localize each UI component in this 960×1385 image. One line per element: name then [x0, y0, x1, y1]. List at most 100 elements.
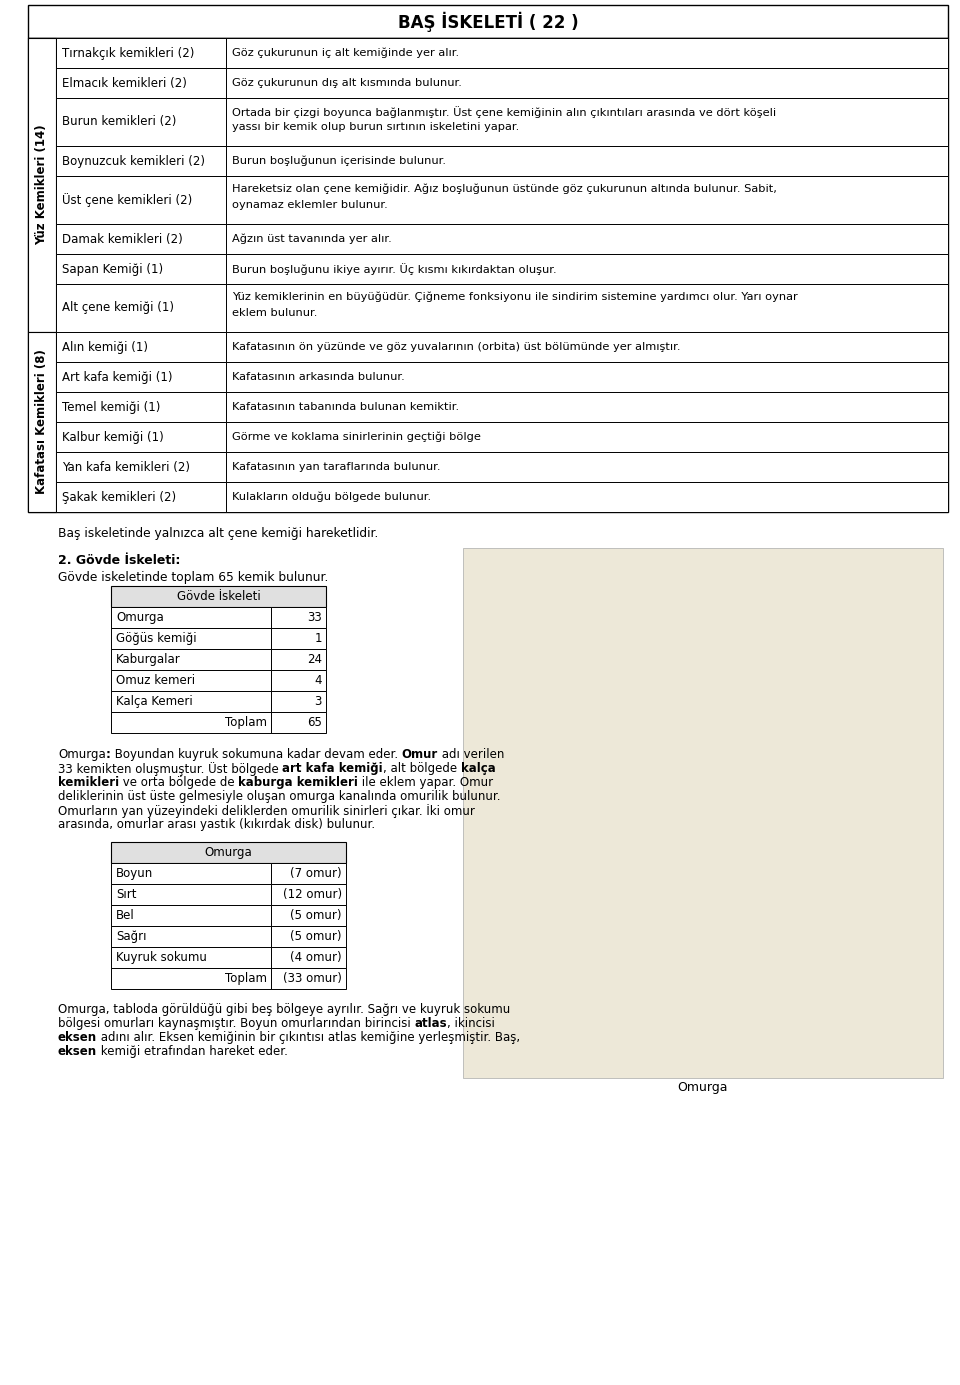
Bar — [271, 947, 346, 968]
Text: Bel: Bel — [116, 909, 134, 922]
Text: Ortada bir çizgi boyunca bağlanmıştır. Üst çene kemiğinin alın çıkıntıları arası: Ortada bir çizgi boyunca bağlanmıştır. Ü… — [232, 107, 776, 118]
Bar — [226, 422, 948, 452]
Text: (7 omur): (7 omur) — [290, 867, 342, 879]
Text: Toplam: Toplam — [225, 972, 267, 985]
Bar — [271, 968, 346, 989]
Bar — [56, 68, 226, 98]
Bar — [56, 224, 226, 253]
Text: BAŞ İSKELETİ ( 22 ): BAŞ İSKELETİ ( 22 ) — [397, 11, 578, 32]
Text: Damak kemikleri (2): Damak kemikleri (2) — [62, 233, 182, 245]
Bar — [56, 361, 226, 392]
Bar — [56, 253, 226, 284]
Text: Hareketsiz olan çene kemiğidir. Ağız boşluğunun üstünde göz çukurunun altında bu: Hareketsiz olan çene kemiğidir. Ağız boş… — [232, 184, 777, 194]
Bar — [56, 332, 226, 361]
Text: Kaburgalar: Kaburgalar — [116, 652, 180, 666]
Text: Göğüs kemiği: Göğüs kemiği — [116, 632, 197, 645]
Bar — [111, 627, 271, 650]
Bar — [271, 607, 326, 627]
Text: Boyun: Boyun — [116, 867, 154, 879]
Bar — [271, 627, 326, 650]
Bar — [56, 176, 226, 224]
Text: , ikincisi: , ikincisi — [447, 1017, 495, 1030]
Bar — [111, 670, 271, 691]
Bar — [271, 863, 346, 884]
Bar — [271, 650, 326, 670]
Text: Üst çene kemikleri (2): Üst çene kemikleri (2) — [62, 193, 192, 206]
Bar — [56, 98, 226, 145]
Text: Kafatasının tabanında bulunan kemiktir.: Kafatasının tabanında bulunan kemiktir. — [232, 402, 459, 411]
Bar — [226, 37, 948, 68]
Text: Sırt: Sırt — [116, 888, 136, 902]
Text: Omurga: Omurga — [58, 748, 106, 760]
Bar — [226, 284, 948, 332]
Text: Elmacık kemikleri (2): Elmacık kemikleri (2) — [62, 76, 187, 90]
Bar — [271, 884, 346, 904]
Text: arasında, omurlar arası yastık (kıkırdak disk) bulunur.: arasında, omurlar arası yastık (kıkırdak… — [58, 819, 375, 831]
Text: deliklerinin üst üste gelmesiyle oluşan omurga kanalında omurilik bulunur.: deliklerinin üst üste gelmesiyle oluşan … — [58, 789, 500, 803]
Bar — [226, 392, 948, 422]
Text: Temel kemiği (1): Temel kemiği (1) — [62, 400, 160, 414]
Text: Gövde İskeleti: Gövde İskeleti — [177, 590, 260, 602]
Bar — [111, 947, 271, 968]
Bar — [226, 98, 948, 145]
Text: Omurların yan yüzeyindeki deliklerden omurilik sinirleri çıkar. İki omur: Omurların yan yüzeyindeki deliklerden om… — [58, 805, 475, 819]
Bar — [226, 224, 948, 253]
Bar — [111, 607, 271, 627]
Bar — [28, 332, 56, 512]
Text: adı verilen: adı verilen — [438, 748, 504, 760]
Text: (5 omur): (5 omur) — [291, 929, 342, 943]
Text: kemiği etrafından hareket eder.: kemiği etrafından hareket eder. — [97, 1046, 288, 1058]
Text: Sağrı: Sağrı — [116, 929, 147, 943]
Text: Tırnakçık kemikleri (2): Tırnakçık kemikleri (2) — [62, 47, 194, 60]
Text: kalça: kalça — [461, 762, 495, 776]
Text: Sapan Kemiği (1): Sapan Kemiği (1) — [62, 263, 163, 276]
Text: Göz çukurunun iç alt kemiğinde yer alır.: Göz çukurunun iç alt kemiğinde yer alır. — [232, 47, 459, 58]
Bar — [56, 37, 226, 68]
Text: 4: 4 — [315, 674, 322, 687]
Text: Omurga: Omurga — [204, 846, 252, 859]
Bar — [56, 392, 226, 422]
Text: Omur: Omur — [401, 748, 438, 760]
Bar — [111, 904, 271, 927]
Text: Görme ve koklama sinirlerinin geçtiği bölge: Görme ve koklama sinirlerinin geçtiği bö… — [232, 432, 481, 442]
Text: Omurga, tabloda görüldüğü gibi beş bölgeye ayrılır. Sağrı ve kuyruk sokumu: Omurga, tabloda görüldüğü gibi beş bölge… — [58, 1003, 511, 1017]
Text: Kalbur kemiği (1): Kalbur kemiği (1) — [62, 431, 164, 443]
Bar — [28, 6, 948, 37]
Text: oynamaz eklemler bulunur.: oynamaz eklemler bulunur. — [232, 199, 388, 211]
Bar — [56, 145, 226, 176]
Bar — [56, 452, 226, 482]
Text: Alt çene kemiği (1): Alt çene kemiği (1) — [62, 302, 174, 314]
Text: Kafatasının yan taraflarında bulunur.: Kafatasının yan taraflarında bulunur. — [232, 463, 441, 472]
Text: 65: 65 — [307, 716, 322, 729]
Text: kaburga kemikleri: kaburga kemikleri — [238, 776, 358, 789]
Bar — [271, 691, 326, 712]
Bar — [226, 482, 948, 512]
Bar — [226, 332, 948, 361]
Text: kemikleri: kemikleri — [58, 776, 119, 789]
Text: Omurga: Omurga — [678, 1080, 729, 1094]
Text: art kafa kemiği: art kafa kemiği — [282, 762, 383, 776]
Text: bölgesi omurları kaynaşmıştır. Boyun omurlarından birincisi: bölgesi omurları kaynaşmıştır. Boyun omu… — [58, 1017, 415, 1030]
Text: eksen: eksen — [58, 1030, 97, 1044]
Text: Gövde iskeletinde toplam 65 kemik bulunur.: Gövde iskeletinde toplam 65 kemik bulunu… — [58, 572, 328, 584]
Text: Kafatasının ön yüzünde ve göz yuvalarının (orbita) üst bölümünde yer almıştır.: Kafatasının ön yüzünde ve göz yuvalarını… — [232, 342, 681, 352]
Bar — [226, 176, 948, 224]
Bar — [28, 37, 56, 332]
Text: Şakak kemikleri (2): Şakak kemikleri (2) — [62, 490, 176, 504]
Text: Burun boşluğunun içerisinde bulunur.: Burun boşluğunun içerisinde bulunur. — [232, 155, 446, 166]
Text: 2. Gövde İskeleti:: 2. Gövde İskeleti: — [58, 554, 180, 566]
Text: :: : — [106, 748, 110, 760]
Text: adını alır. Eksen kemiğinin bir çıkıntısı atlas kemiğine yerleşmiştir. Baş,: adını alır. Eksen kemiğinin bir çıkıntıs… — [97, 1030, 520, 1044]
Bar — [271, 927, 346, 947]
Text: Burun boşluğunu ikiye ayırır. Üç kısmı kıkırdaktan oluşur.: Burun boşluğunu ikiye ayırır. Üç kısmı k… — [232, 263, 557, 276]
Text: ve orta bölgede de: ve orta bölgede de — [119, 776, 238, 789]
Text: Kuyruk sokumu: Kuyruk sokumu — [116, 951, 206, 964]
Text: atlas: atlas — [415, 1017, 447, 1030]
Text: 24: 24 — [307, 652, 322, 666]
Bar — [271, 670, 326, 691]
Text: , alt bölgede: , alt bölgede — [383, 762, 461, 776]
Text: 1: 1 — [315, 632, 322, 645]
Text: Art kafa kemiği (1): Art kafa kemiği (1) — [62, 371, 173, 384]
Text: Yüz Kemikleri (14): Yüz Kemikleri (14) — [36, 125, 49, 245]
Text: Baş iskeletinde yalnızca alt çene kemiği hareketlidir.: Baş iskeletinde yalnızca alt çene kemiği… — [58, 528, 378, 540]
